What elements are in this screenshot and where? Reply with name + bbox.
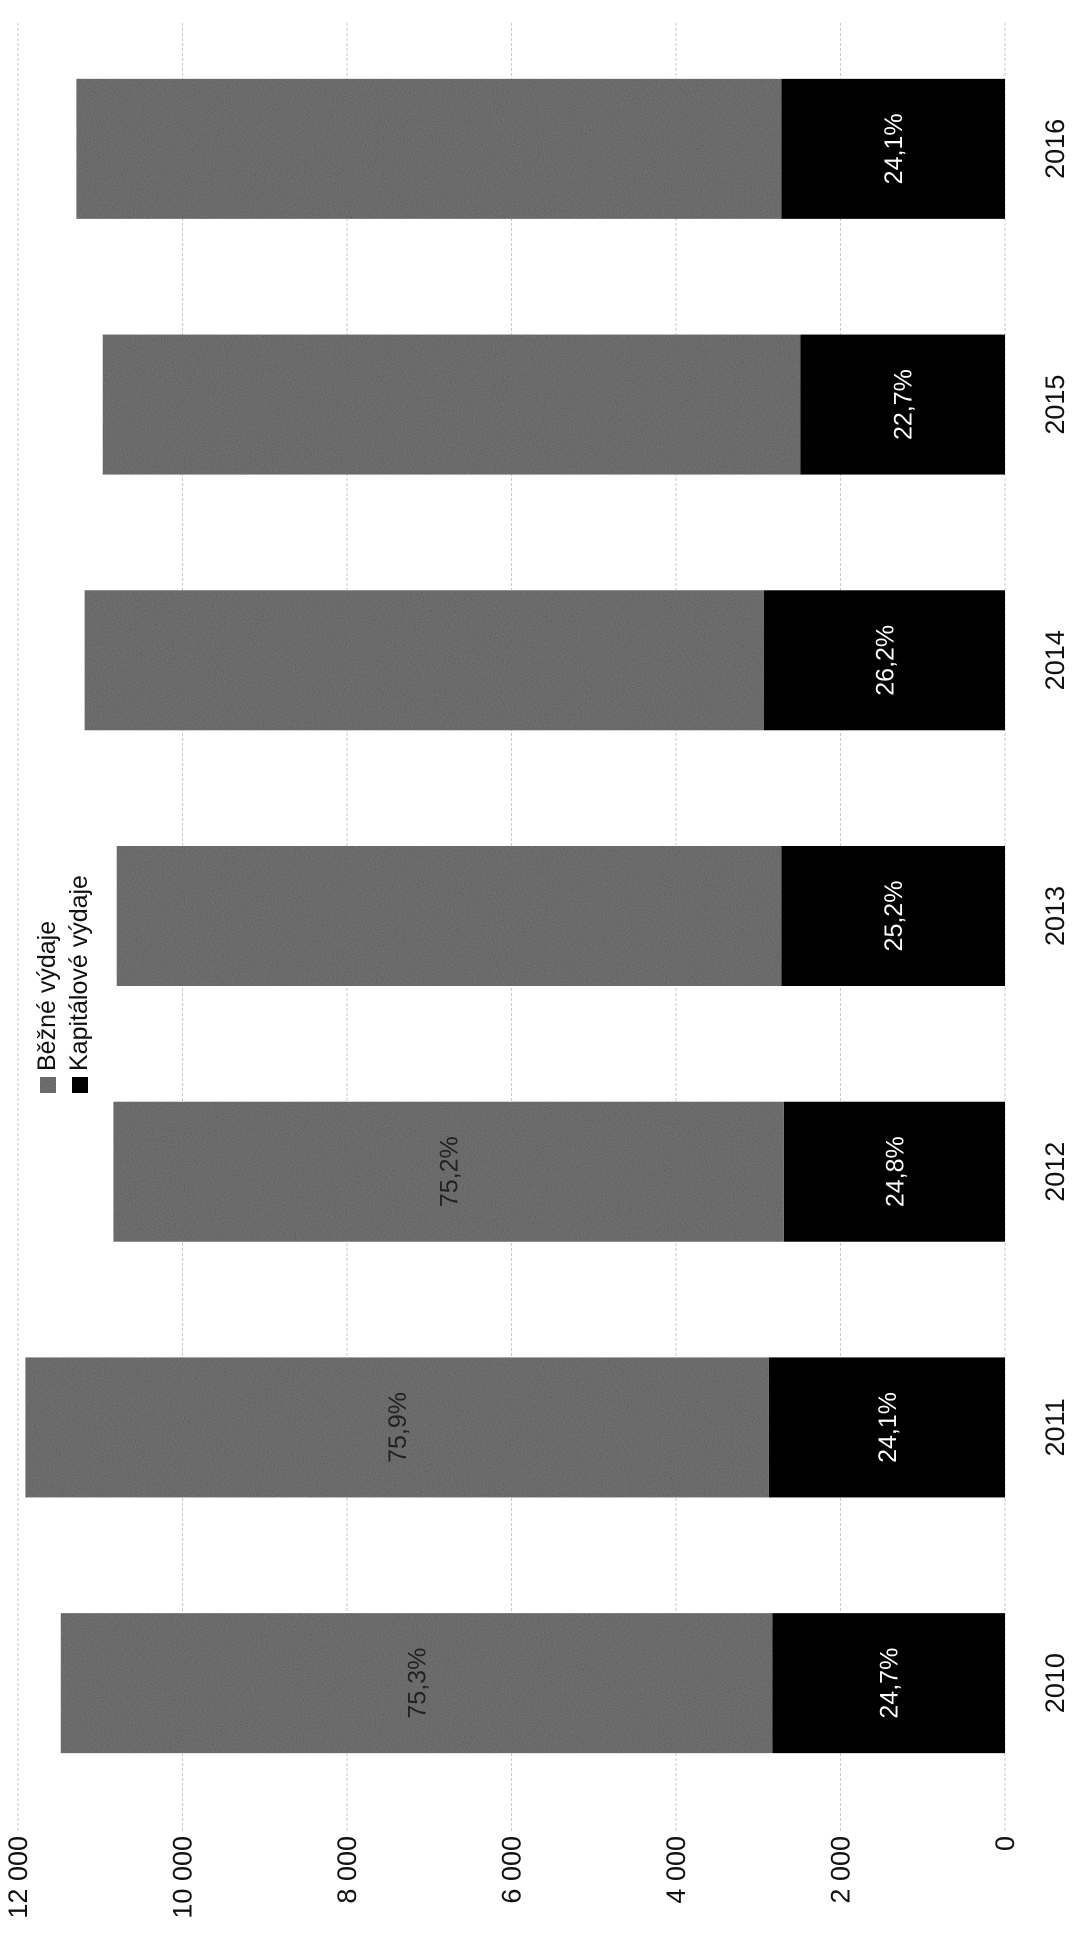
- data-label: 26,2%: [872, 625, 900, 696]
- bars: 24,7% 75,3% 24,1% 75,9% 24,8% 75,2% 25,2% 26,2%…: [25, 78, 1006, 1754]
- legend-label-capital: Kapitálové výdaje: [65, 875, 93, 1071]
- capital-expenditure-bar-2010: [772, 1613, 1005, 1754]
- data-label: 24,7%: [876, 1648, 904, 1719]
- current-expenditure-bar-2010: [60, 1613, 773, 1754]
- x-tick-label: 2015: [1040, 375, 1070, 435]
- data-label: 22,7%: [890, 369, 918, 440]
- legend: Běžné výdaje Kapitálové výdaje: [33, 875, 93, 1093]
- current-expenditure-bar-2013: [116, 846, 782, 986]
- y-tick-label: 0: [990, 1836, 1020, 1851]
- y-tick-label: 2 000: [826, 1836, 856, 1904]
- y-tick-label: 4 000: [661, 1836, 691, 1904]
- capital-expenditure-bar-2016: [781, 78, 1006, 219]
- capital-expenditure-bar-2013: [781, 846, 1006, 986]
- capital-expenditure-bar-2015: [800, 334, 1006, 475]
- data-label: 75,3%: [404, 1648, 432, 1719]
- legend-label-current: Běžné výdaje: [33, 921, 61, 1071]
- x-tick-label: 2010: [1040, 1653, 1070, 1713]
- current-expenditure-bar-2012: [113, 1101, 784, 1242]
- y-tick-label: 8 000: [332, 1836, 362, 1904]
- y-tick-label: 6 000: [497, 1836, 527, 1904]
- capital-expenditure-bar-2014: [764, 590, 1005, 731]
- x-tick-label: 2012: [1040, 1142, 1070, 1202]
- y-tick-label: 10 000: [168, 1836, 198, 1919]
- current-expenditure-bar-2014: [84, 590, 765, 731]
- x-tick-label: 2014: [1040, 630, 1070, 690]
- current-expenditure-bar-2015: [102, 334, 801, 475]
- current-expenditure-bar-2011: [25, 1357, 769, 1498]
- x-tick-label: 2016: [1040, 119, 1070, 179]
- legend-swatch-capital: [72, 1077, 88, 1093]
- data-label: 75,2%: [436, 1136, 464, 1207]
- data-label: 25,2%: [880, 881, 908, 952]
- y-axis-tick-labels: 0 2 000 4 000 6 000 8 000 10 000 12 000: [3, 1836, 1020, 1919]
- capital-expenditure-bar-2012: [783, 1101, 1005, 1242]
- current-expenditure-bar-2016: [76, 78, 782, 219]
- capital-expenditure-bar-2011: [768, 1357, 1005, 1498]
- x-tick-label: 2013: [1040, 886, 1070, 946]
- x-axis-tick-labels: 2010 2011 2012 2013 2014 2015 2016: [1040, 119, 1070, 1713]
- data-label: 24,8%: [881, 1136, 909, 1207]
- data-label: 24,1%: [880, 113, 908, 184]
- data-label: 24,1%: [874, 1392, 902, 1463]
- data-label: 75,9%: [384, 1392, 412, 1463]
- legend-swatch-current: [40, 1077, 56, 1093]
- x-tick-label: 2011: [1040, 1398, 1070, 1456]
- y-tick-label: 12 000: [3, 1836, 33, 1919]
